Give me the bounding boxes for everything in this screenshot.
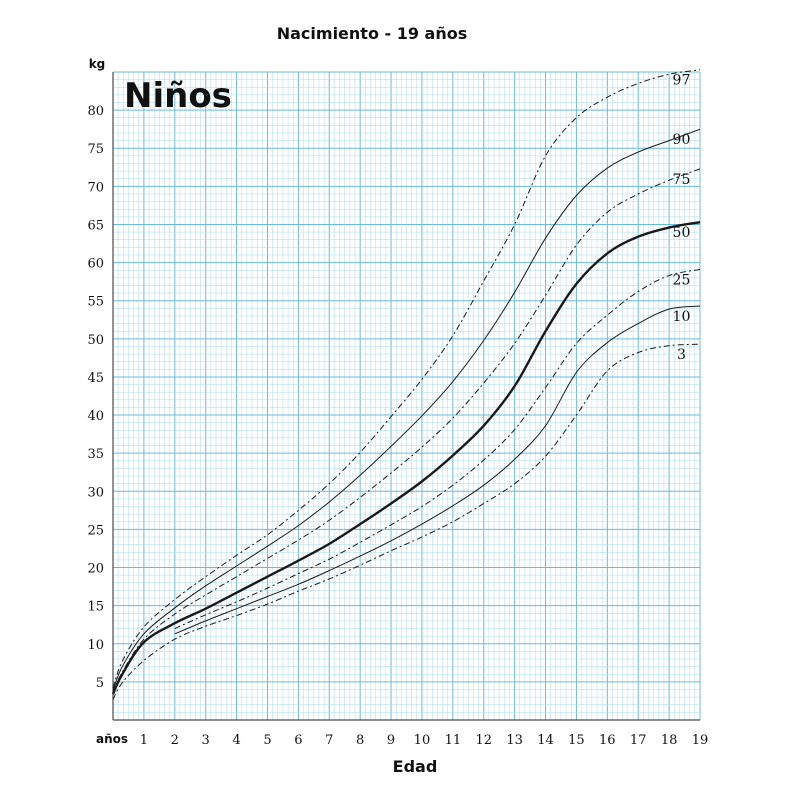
y-tick-label: 15 <box>87 600 104 615</box>
x-tick-label: 16 <box>599 733 616 748</box>
percentile-10-label: 10 <box>673 309 691 325</box>
percentile-25-line <box>174 268 701 629</box>
chart-title: Nacimiento - 19 años <box>277 24 468 43</box>
y-tick-label: 5 <box>96 676 104 691</box>
percentile-50-line <box>111 220 701 695</box>
x-tick-label: 13 <box>506 733 523 748</box>
percentile-25-label: 25 <box>673 272 691 288</box>
chart-subtitle: Niños <box>124 76 232 116</box>
y-axis-unit: kg <box>89 57 106 71</box>
percentile-75-label: 75 <box>673 172 691 188</box>
percentile-90-label: 90 <box>673 132 691 148</box>
percentile-labels: 97 90 75 50 25 10 3 <box>673 73 691 363</box>
x-tick-label: 14 <box>537 733 554 748</box>
y-tick-label: 40 <box>87 409 104 424</box>
y-tick-label: 25 <box>87 523 104 538</box>
y-tick-label: 20 <box>87 562 104 577</box>
x-tick-label: 9 <box>387 733 395 748</box>
x-axis-label: Edad <box>393 757 438 776</box>
x-tick-label: 2 <box>171 733 179 748</box>
y-tick-label: 80 <box>87 104 104 119</box>
y-tick-label: 10 <box>87 638 104 653</box>
x-tick-label: 12 <box>475 733 492 748</box>
x-tick-label: 5 <box>263 733 271 748</box>
x-tick-label: 7 <box>325 733 333 748</box>
y-tick-label: 60 <box>87 257 104 272</box>
x-tick-label: 1 <box>140 733 148 748</box>
percentile-90-line <box>112 128 701 691</box>
axes: 1 2 3 4 5 6 7 8 9 10 11 12 13 14 15 16 17 18 1951015202530… <box>87 72 708 748</box>
y-tick-label: 70 <box>87 180 104 195</box>
x-tick-label: 17 <box>630 733 647 748</box>
x-tick-label: 3 <box>202 733 210 748</box>
y-tick-label: 75 <box>87 142 104 157</box>
x-tick-label: 18 <box>661 733 678 748</box>
x-tick-label: 11 <box>445 733 462 748</box>
grid <box>112 71 701 721</box>
y-tick-label: 55 <box>87 295 104 310</box>
x-tick-label: 15 <box>568 733 585 748</box>
y-tick-label: 45 <box>87 371 104 386</box>
percentile-97-line <box>112 69 701 689</box>
x-tick-label: 10 <box>414 733 431 748</box>
percentile-75-line <box>112 168 701 693</box>
x-tick-label: 4 <box>232 733 240 748</box>
x-tick-label: 19 <box>692 733 709 748</box>
y-tick-label: 65 <box>87 218 104 233</box>
x-tick-label: 8 <box>356 733 364 748</box>
x-tick-label: 6 <box>294 733 302 748</box>
y-tick-label: 30 <box>87 485 104 500</box>
percentile-10-line <box>174 305 701 635</box>
percentile-97-label: 97 <box>673 73 691 89</box>
x-axis-unit: años <box>96 732 128 746</box>
series-lines <box>111 69 701 700</box>
y-tick-label: 35 <box>87 447 104 462</box>
percentile-50-label: 50 <box>673 225 691 241</box>
y-tick-label: 50 <box>87 333 104 348</box>
percentile-3-label: 3 <box>677 347 686 363</box>
